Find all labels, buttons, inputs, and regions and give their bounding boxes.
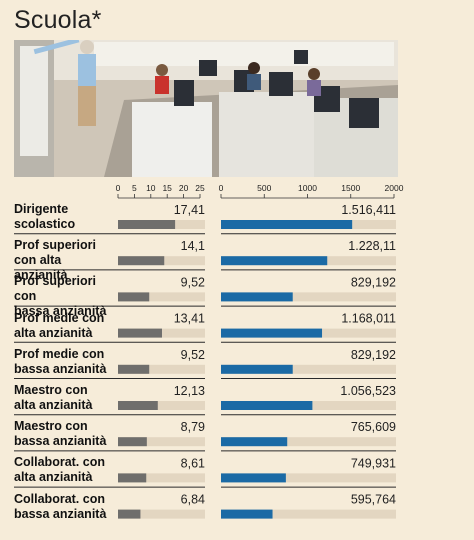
left-bar [118,256,165,266]
right-value-label: 749,931 [351,456,396,470]
left-axis-tick-label: 5 [132,183,137,193]
row-label-line2: bassa anzianità [14,434,107,449]
right-bar [221,220,353,229]
left-bar [118,401,158,410]
right-value-label: 829,192 [351,275,396,289]
left-value-label: 14,1 [181,239,205,253]
row-label-line2: alta anzianità [14,470,93,485]
right-bar [221,256,328,266]
row-label-line1: Maestro con [14,419,88,434]
right-axis-tick-label: 0 [219,183,224,193]
left-value-label: 9,52 [181,348,205,362]
right-bar-track [221,437,396,447]
row-label-line1: Dirigente [14,202,69,216]
left-axis-tick-label: 25 [195,183,205,193]
row-label-line1: Prof superiori [14,238,96,253]
left-bar [118,292,150,302]
right-bar-track [221,364,396,374]
right-axis-tick-label: 1000 [298,183,317,193]
row-label-line1: Collaborat. con [14,491,105,506]
left-bar [118,473,147,483]
left-bar-track [118,437,205,447]
left-axis-tick-label: 20 [179,183,189,193]
right-bar [221,401,313,410]
left-bar-track [118,292,205,302]
row-label: Prof superiori con bassa anzianità [14,274,118,319]
row-label: Collaborat. con bassa anzianità [14,492,118,522]
left-axis-tick-label: 15 [162,183,172,193]
row-label: Maestro con bassa anzianità [14,419,118,449]
right-bar [221,437,288,447]
left-bar [118,509,141,519]
row-label: Prof medie con alta anzianità [14,311,118,341]
right-bar [221,364,293,374]
left-value-label: 9,52 [181,275,205,289]
row-label-line2: bassa anzianità [14,304,107,319]
right-value-label: 1.168,011 [341,312,396,326]
row-label-line1: Prof medie con [14,310,105,325]
right-bar-track [221,509,396,519]
chart-title: Scuola* [14,6,102,34]
right-bar [221,328,323,338]
row-label-line1: Prof superiori con [14,274,96,304]
left-value-label: 17,41 [174,203,205,217]
right-axis-tick-label: 1500 [341,183,360,193]
left-bar [118,364,150,374]
left-value-label: 6,84 [181,493,205,507]
row-label: Collaborat. con alta anzianità [14,455,118,485]
row-label-line2: con alta anzianità [14,253,68,283]
row-label-line1: Maestro con [14,383,88,397]
left-value-label: 12,13 [174,384,205,398]
right-value-label: 1.228,11 [348,239,396,253]
right-bar [221,509,273,519]
left-bar-track [118,401,205,410]
row-label-line2: alta anzianità [14,325,93,340]
left-bar [118,328,162,338]
left-bar [118,437,147,447]
right-value-label: 765,609 [351,420,396,434]
row-label-line1: Prof medie con [14,346,105,361]
right-bar-track [221,473,396,483]
row-label: Prof superiori con alta anzianità [14,238,118,283]
left-value-label: 13,41 [174,312,205,326]
classroom-photo-illustration [14,40,398,177]
right-value-label: 1.516,411 [341,203,396,217]
row-label: Dirigente scolastico [14,202,118,232]
left-bar [118,220,176,229]
right-value-label: 1.056,523 [340,384,396,398]
left-bar-track [118,473,205,483]
row-label-line2: scolastico [14,217,76,231]
right-axis-tick-label: 500 [257,183,271,193]
right-value-label: 595,764 [351,493,396,507]
row-label-line2: bassa anzianità [14,506,107,521]
right-value-label: 829,192 [351,348,396,362]
row-label-line1: Collaborat. con [14,455,105,470]
left-value-label: 8,61 [181,456,205,470]
left-axis-tick-label: 10 [146,183,156,193]
right-bar-track [221,292,396,302]
right-bar [221,473,286,483]
row-label-line2: alta anzianità [14,398,93,412]
left-bar-track [118,364,205,374]
right-axis-tick-label: 2000 [385,183,404,193]
row-label-line2: bassa anzianità [14,361,107,376]
row-label: Prof medie con bassa anzianità [14,347,118,377]
left-bar-track [118,509,205,519]
left-axis-tick-label: 0 [116,183,121,193]
classroom-photo [14,40,398,177]
left-value-label: 8,79 [181,420,205,434]
right-bar [221,292,293,302]
row-label: Maestro con alta anzianità [14,383,118,413]
